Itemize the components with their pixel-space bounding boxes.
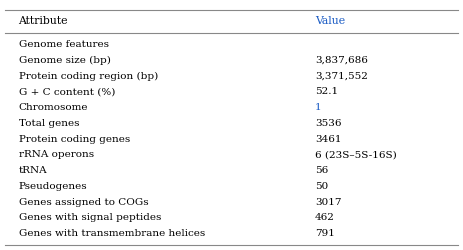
Text: 791: 791 — [315, 228, 335, 237]
Text: Genes with signal peptides: Genes with signal peptides — [19, 212, 161, 221]
Text: tRNA: tRNA — [19, 166, 47, 174]
Text: 3017: 3017 — [315, 197, 341, 206]
Text: 6 (23S–5S-16S): 6 (23S–5S-16S) — [315, 150, 397, 159]
Text: Chromosome: Chromosome — [19, 103, 88, 112]
Text: 3461: 3461 — [315, 134, 341, 143]
Text: 3536: 3536 — [315, 118, 341, 127]
Text: Genes assigned to COGs: Genes assigned to COGs — [19, 197, 148, 206]
Text: 3,837,686: 3,837,686 — [315, 56, 368, 65]
Text: 52.1: 52.1 — [315, 87, 338, 96]
Text: 56: 56 — [315, 166, 328, 174]
Text: rRNA operons: rRNA operons — [19, 150, 94, 159]
Text: 50: 50 — [315, 181, 328, 190]
Text: Genome size (bp): Genome size (bp) — [19, 56, 110, 65]
Text: Protein coding region (bp): Protein coding region (bp) — [19, 71, 158, 81]
Text: Value: Value — [315, 16, 345, 26]
Text: 1: 1 — [315, 103, 321, 112]
Text: G + C content (%): G + C content (%) — [19, 87, 115, 96]
Text: Genes with transmembrane helices: Genes with transmembrane helices — [19, 228, 205, 237]
Text: 462: 462 — [315, 212, 335, 221]
Text: Pseudogenes: Pseudogenes — [19, 181, 87, 190]
Text: Attribute: Attribute — [19, 16, 68, 26]
Text: Protein coding genes: Protein coding genes — [19, 134, 130, 143]
Text: Genome features: Genome features — [19, 40, 108, 49]
Text: Total genes: Total genes — [19, 118, 79, 127]
Text: 3,371,552: 3,371,552 — [315, 71, 368, 80]
